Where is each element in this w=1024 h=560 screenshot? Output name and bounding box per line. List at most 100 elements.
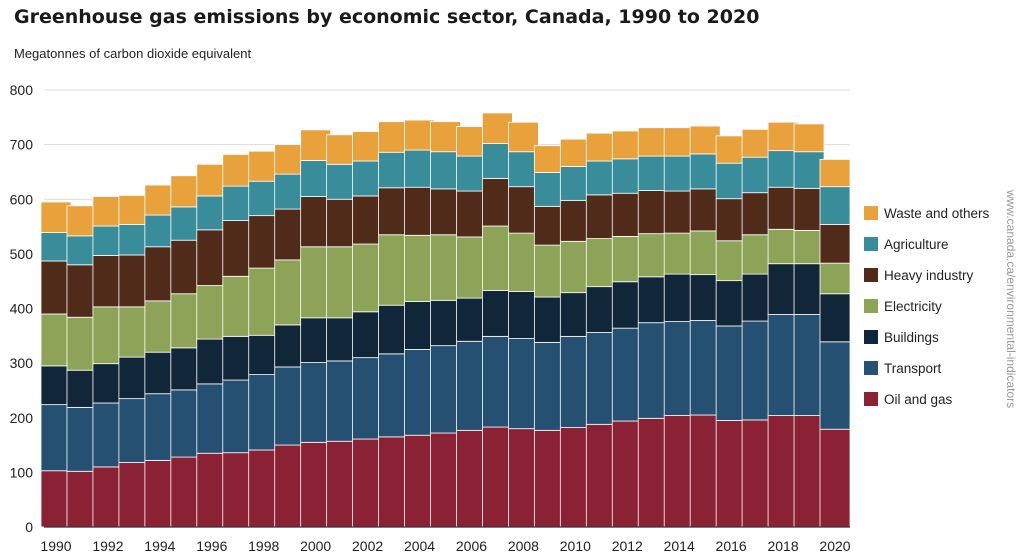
bar-segment <box>585 160 617 196</box>
x-tick-label: 2016 <box>716 538 747 554</box>
bar-segment <box>611 235 643 283</box>
bar-segment <box>430 345 461 434</box>
x-tick-label: 1994 <box>144 538 175 554</box>
bar-segment <box>118 356 150 400</box>
bar-segment <box>482 335 513 428</box>
bar-segment <box>793 229 825 265</box>
bar-segment <box>585 194 617 239</box>
bar-segment <box>378 304 409 355</box>
bar-segment <box>715 162 747 200</box>
x-tick-label: 1990 <box>40 538 71 554</box>
bar-segment <box>689 153 721 190</box>
bar-segment <box>507 428 539 528</box>
legend-swatch <box>864 237 878 251</box>
bar-segment <box>767 150 799 188</box>
bar-segment <box>378 353 409 438</box>
legend-swatch <box>864 392 878 406</box>
bar-segment <box>274 259 306 326</box>
bar-segment <box>559 292 591 337</box>
bar-segment <box>92 363 124 404</box>
bar-segment <box>352 357 384 440</box>
bar-segment <box>637 276 669 324</box>
bar-segment <box>378 151 409 189</box>
legend-label: Waste and others <box>884 206 990 221</box>
source-credit[interactable]: www.canada.ca/environmental-indicators <box>1004 190 1018 409</box>
bar-segment <box>66 316 98 371</box>
bar-segment <box>507 186 539 234</box>
chart-title: Greenhouse gas emissions by economic sec… <box>14 6 760 28</box>
bar-segment <box>170 206 202 241</box>
bar-segment <box>663 127 695 157</box>
axes: 0 100 200 300 400 500 600 700 800 1990 1992 1994 199… <box>10 82 851 554</box>
bar-segment <box>585 332 617 425</box>
bar-segment <box>689 320 721 416</box>
bar-segment <box>378 234 409 306</box>
bar-segment <box>300 246 332 319</box>
x-tick-label: 2018 <box>767 538 798 554</box>
y-tick-label: 300 <box>10 355 34 371</box>
bar-segment <box>819 428 851 528</box>
bar-segment <box>222 275 254 337</box>
bar-segment <box>40 201 72 233</box>
bar-segment <box>144 214 176 248</box>
bar-segment <box>533 429 565 528</box>
bar-segment <box>430 121 461 153</box>
bar-segment <box>222 220 254 277</box>
bar-segment <box>92 466 124 528</box>
bar-segment <box>611 281 643 329</box>
bar-segment <box>456 429 487 528</box>
bar-segment <box>793 123 825 153</box>
bar-segment <box>40 260 72 315</box>
bar-segment <box>767 415 799 528</box>
bar-segment <box>144 459 176 528</box>
bar-segment <box>196 338 228 385</box>
bar-segment <box>196 195 228 231</box>
y-axis-label: Megatonnes of carbon dioxide equivalent <box>14 46 252 61</box>
bar-segment <box>507 338 539 430</box>
bar-segment <box>767 121 799 152</box>
bar-segment <box>118 398 150 463</box>
bar-segment <box>40 232 72 262</box>
bar-segment <box>326 317 358 362</box>
bar-segment <box>300 196 332 248</box>
bar-segment <box>533 244 565 298</box>
bar-segment <box>482 178 513 227</box>
bar-segment <box>741 234 773 275</box>
bar-segment <box>248 267 280 336</box>
legend-swatch <box>864 330 878 344</box>
bar-segment <box>66 369 98 408</box>
bar-segment <box>533 341 565 431</box>
bar-segment <box>611 158 643 194</box>
bar-segment <box>300 362 332 443</box>
bar-segment <box>663 273 695 323</box>
bar-segment <box>248 215 280 269</box>
bar-segment <box>585 132 617 162</box>
bar-segment <box>66 264 98 318</box>
bar-segment <box>689 188 721 232</box>
bar-segment <box>248 374 280 451</box>
bar-segment <box>404 434 435 528</box>
x-tick-label: 2004 <box>404 538 435 554</box>
bar-segment <box>637 322 669 419</box>
bar-segment <box>793 187 825 231</box>
bar-segment <box>533 145 565 173</box>
bar-segment <box>637 190 669 235</box>
bar-segment <box>456 236 487 299</box>
bar-segment <box>507 232 539 292</box>
bar-segment <box>352 131 384 162</box>
x-tick-label: 1998 <box>248 538 279 554</box>
bar-segment <box>689 274 721 321</box>
bar-segment <box>533 172 565 207</box>
bar-segment <box>274 173 306 210</box>
legend-label: Agriculture <box>884 237 949 252</box>
bar-segment <box>611 130 643 160</box>
bar-segment <box>482 225 513 291</box>
bar-segment <box>222 185 254 221</box>
bar-segment <box>352 438 384 528</box>
bar-segment <box>274 444 306 528</box>
bar-segment <box>585 423 617 528</box>
bar-segment <box>819 262 851 295</box>
legend-swatch <box>864 206 878 220</box>
bar-segment <box>144 184 176 216</box>
bar-segment <box>741 156 773 194</box>
